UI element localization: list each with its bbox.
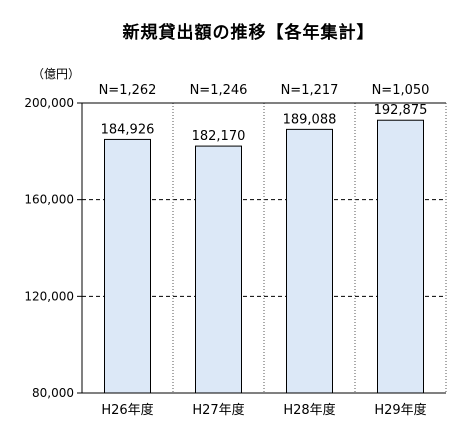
bar-1 [104, 138, 151, 394]
category-separators [172, 103, 356, 393]
category-label-4: H29年度 [374, 402, 426, 418]
value-label-1: 184,926 [101, 122, 155, 137]
value-label-4: 192,875 [374, 103, 428, 118]
value-label-3: 189,088 [283, 112, 337, 127]
y-tick-label-4: 200,000 [24, 96, 74, 110]
y-tick-label-1: 80,000 [32, 386, 74, 400]
bar-3 [286, 128, 333, 394]
y-tick-label-2: 120,000 [24, 289, 74, 303]
bar-2 [195, 145, 242, 394]
y-axis-unit-label: （億円） [32, 67, 80, 81]
value-label-2: 182,170 [192, 129, 246, 144]
labels: 80,000 120,000 160,000 200,000 184,926 N=1,26… [24, 83, 429, 418]
count-label-1: N=1,262 [99, 83, 157, 98]
bars [104, 119, 424, 394]
count-label-2: N=1,246 [190, 83, 248, 98]
count-label-3: N=1,217 [281, 83, 339, 98]
category-label-2: H27年度 [192, 402, 244, 418]
axes [77, 102, 447, 394]
bar-4 [377, 119, 424, 394]
chart-title: 新規貸出額の推移【各年集計】 [122, 23, 375, 43]
category-label-3: H28年度 [283, 402, 335, 418]
y-tick-label-3: 160,000 [24, 193, 74, 207]
category-label-1: H26年度 [101, 402, 153, 418]
count-label-4: N=1,050 [372, 83, 430, 98]
